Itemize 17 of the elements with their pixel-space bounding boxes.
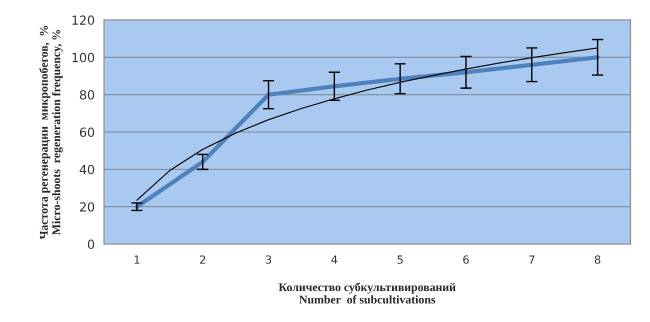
y-axis-title: Частота регенерации микропобегов, % Micro-shoots regeneration frequency, %	[39, 26, 63, 240]
x-tick-label: 6	[463, 255, 469, 264]
x-tick-label: 3	[266, 255, 272, 264]
x-tick-label: 1	[134, 256, 140, 264]
y-tick-label: 120	[72, 15, 94, 25]
y-tick-label: 60	[80, 127, 94, 137]
x-tick-label: 4	[331, 256, 338, 264]
x-tick-label: 5	[397, 256, 403, 264]
x-tick-label: 8	[594, 255, 600, 264]
x-axis-title: Количество субкультивирований Number of subcultivations	[278, 282, 456, 304]
x-tick-label: 2	[200, 255, 206, 264]
y-tick-label: 20	[80, 202, 94, 212]
x-tick-label: 7	[529, 256, 534, 264]
y-tick-label: 0	[88, 240, 94, 250]
y-tick-label: 80	[80, 90, 94, 100]
y-tick-label: 100	[72, 52, 94, 62]
y-tick-label: 40	[80, 164, 94, 174]
